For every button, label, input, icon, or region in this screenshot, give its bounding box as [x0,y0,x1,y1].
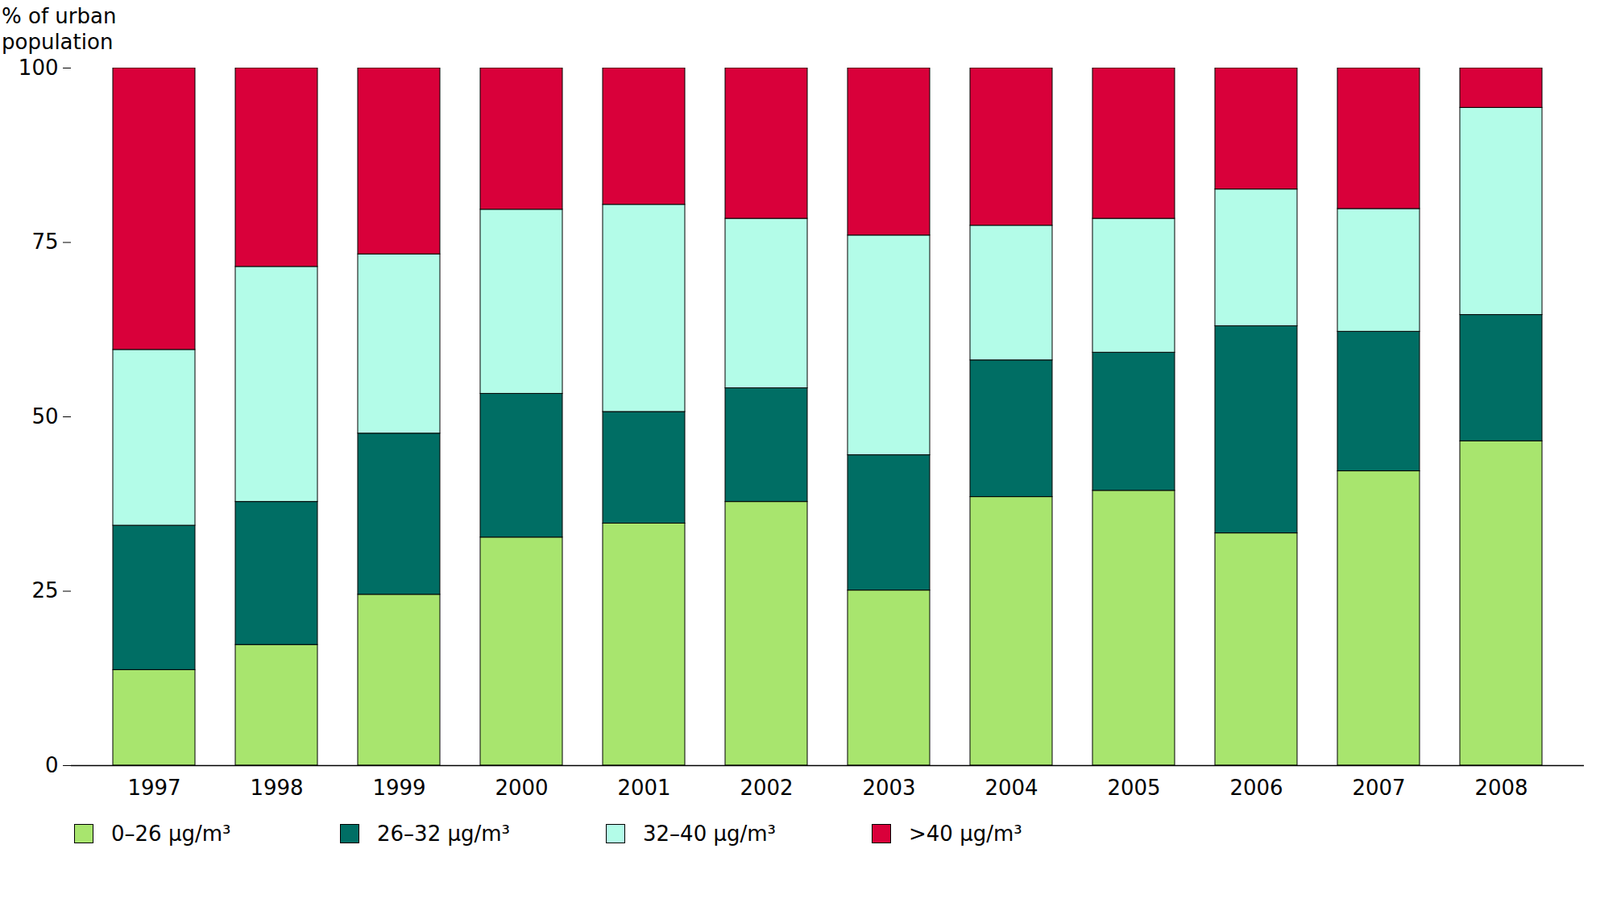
svg-text:2008: 2008 [1474,775,1528,800]
svg-text:75: 75 [31,229,59,254]
svg-text:2006: 2006 [1229,775,1283,800]
svg-text:1998: 1998 [249,775,303,800]
svg-text:2007: 2007 [1351,775,1406,800]
svg-text:2005: 2005 [1106,775,1161,800]
svg-text:2001: 2001 [617,775,671,800]
html-text:32–40 µg/m³: 32–40 µg/m³ [642,821,776,846]
svg-text:0: 0 [45,753,59,778]
svg-text:2004: 2004 [984,775,1038,800]
svg-text:2003: 2003 [862,775,916,800]
html-text:26–32 µg/m³: 26–32 µg/m³ [377,821,510,846]
svg-text:1999: 1999 [372,775,426,800]
svg-text:2002: 2002 [739,775,793,800]
svg-text:1997: 1997 [127,775,181,800]
svg-text:100: 100 [18,56,59,80]
svg-text:2000: 2000 [494,775,548,800]
svg-text:25: 25 [31,578,59,603]
svg-text:50: 50 [31,404,59,429]
html-text:% of urban population: % of urban population [1,4,117,54]
html-text:0–26 µg/m³: 0–26 µg/m³ [111,821,231,846]
html-text:>40 µg/m³: >40 µg/m³ [908,821,1023,846]
